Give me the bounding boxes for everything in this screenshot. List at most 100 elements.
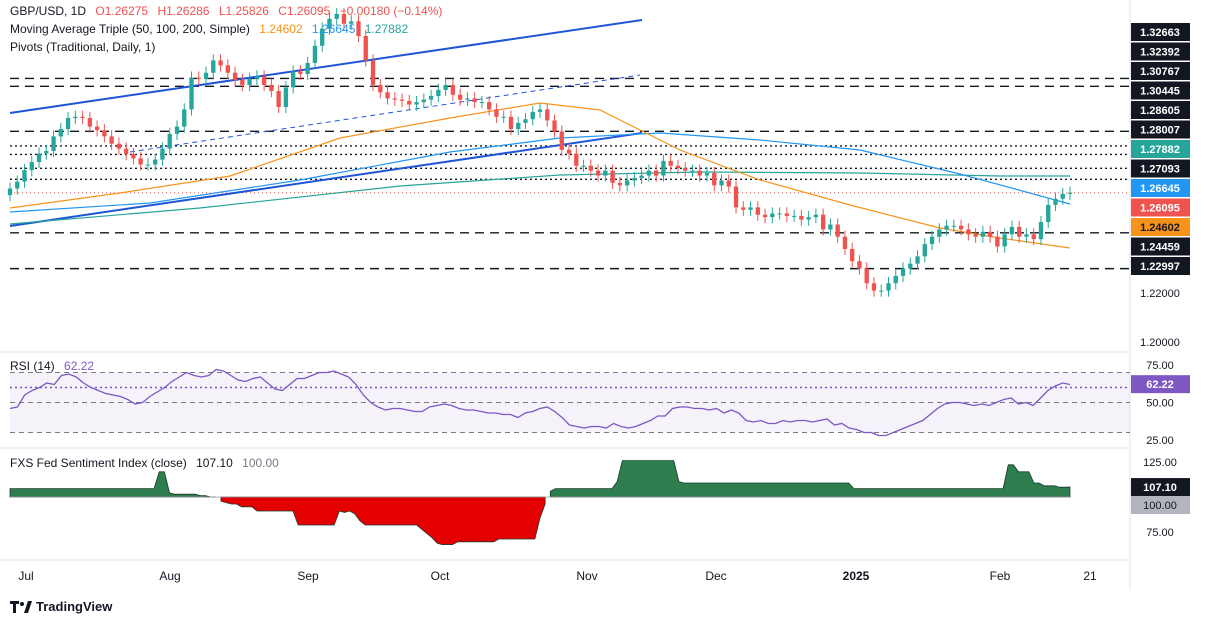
candle-body (44, 151, 49, 154)
candle-body (639, 175, 644, 178)
time-tick-label: 21 (1083, 569, 1097, 583)
fed-value-bg (1131, 478, 1190, 497)
candle-body (334, 13, 339, 19)
ma-legend[interactable]: Moving Average Triple (50, 100, 200, Sim… (10, 22, 414, 36)
fed-tick-label: 125.00 (1143, 457, 1177, 469)
candle-body (610, 170, 615, 183)
tradingview-logo-icon (10, 600, 32, 613)
candle-body (944, 225, 949, 230)
candle-body (791, 215, 797, 217)
price-pane[interactable] (7, 7, 1130, 297)
candle-body (741, 207, 746, 210)
candle-body (668, 160, 673, 166)
candle-body (559, 131, 564, 150)
pivots-label[interactable]: Pivots (Traditional, Daily, 1) (10, 40, 156, 54)
candle-body (124, 148, 129, 154)
candle-body (1060, 193, 1065, 199)
candle-body (1067, 192, 1073, 194)
candle-body (516, 122, 521, 130)
price-tick-label: 1.20000 (1140, 337, 1180, 349)
rsi-pane[interactable] (9, 368, 1130, 437)
price-label-bg (1131, 101, 1190, 119)
candle-body (1031, 234, 1036, 240)
candle-body (654, 170, 659, 176)
ma50-value: 1.24602 (259, 22, 303, 36)
candle-body (276, 91, 281, 107)
candle-body (22, 170, 27, 182)
fed-base-bg (1131, 496, 1190, 514)
candle-body (646, 170, 652, 176)
fed-legend-base: 100.00 (242, 456, 279, 470)
candle-body (813, 214, 819, 218)
rsi-legend[interactable]: RSI (14) 62.22 (10, 359, 100, 373)
candle-body (886, 283, 891, 291)
candle-body (174, 126, 180, 134)
price-label: 1.22997 (1140, 261, 1180, 273)
sentiment-area-negative (220, 496, 546, 545)
price-label-bg (1131, 257, 1190, 275)
candle-body (697, 170, 702, 176)
candle-body (385, 92, 390, 99)
open-value: O1.26275 (95, 4, 149, 18)
candle-body (138, 158, 143, 165)
ma200-line (9, 171, 1070, 225)
price-label-bg (1131, 120, 1190, 139)
candle-body (566, 149, 572, 154)
fed-label[interactable]: FXS Fed Sentiment Index (close) (10, 456, 187, 470)
candle-body (36, 153, 42, 163)
price-label: 1.28605 (1140, 105, 1180, 117)
candle-body (211, 60, 216, 73)
ma-label[interactable]: Moving Average Triple (50, 100, 200, Sim… (10, 22, 250, 36)
candle-body (733, 186, 739, 208)
candle-body (719, 180, 724, 186)
price-label: 1.32663 (1140, 27, 1180, 39)
price-label: 1.27882 (1140, 144, 1180, 156)
candle-body (305, 62, 310, 74)
candle-body (196, 77, 201, 79)
price-label: 1.26645 (1140, 183, 1180, 195)
candle-body (850, 248, 855, 262)
candle-body (320, 28, 325, 46)
candle-body (908, 263, 913, 269)
rsi-tick-label: 50.00 (1146, 398, 1174, 410)
candle-body (261, 76, 267, 85)
candle-body (370, 60, 376, 85)
candle-body (421, 99, 426, 103)
fed-sentiment-pane[interactable] (9, 460, 1071, 545)
candle-body (341, 13, 347, 24)
symbol-legend[interactable]: GBP/USD, 1D O1.26275 H1.26286 L1.25826 C… (10, 4, 448, 18)
candle-body (399, 99, 405, 101)
price-label-bg (1131, 159, 1190, 178)
candle-body (552, 120, 557, 132)
fed-legend-value: 107.10 (196, 456, 233, 470)
candle-body (624, 180, 630, 186)
price-axis[interactable]: 1.32663 1.32392 1.30767 1.30445 1.28605 1.280… (1131, 23, 1190, 539)
candle-body (465, 98, 470, 100)
price-label: 1.30767 (1140, 66, 1180, 78)
symbol-label[interactable]: GBP/USD, 1D (10, 4, 87, 18)
fed-legend[interactable]: FXS Fed Sentiment Index (close) 107.10 1… (10, 456, 285, 470)
candle-body (675, 165, 681, 169)
candle-body (966, 229, 971, 235)
candle-body (283, 87, 289, 107)
candle-body (378, 84, 383, 93)
sentiment-area-positive (549, 460, 1071, 498)
price-label: 1.24459 (1140, 242, 1180, 254)
candle-body (109, 136, 114, 144)
candle-body (218, 60, 223, 66)
candle-body (73, 116, 78, 119)
candle-body (254, 76, 260, 79)
rsi-label[interactable]: RSI (14) (10, 359, 55, 373)
time-tick-label: Jul (18, 569, 33, 583)
time-axis[interactable]: Jul Aug Sep Oct Nov Dec 2025 Feb 21 (18, 569, 1097, 583)
price-label: 1.26095 (1140, 203, 1180, 215)
fed-value-label: 107.10 (1143, 482, 1177, 494)
time-tick-label: Nov (576, 569, 597, 583)
candle-body (871, 283, 877, 291)
time-tick-label: Dec (705, 569, 726, 583)
candle-body (428, 95, 434, 100)
tradingview-watermark[interactable]: TradingView (10, 599, 112, 614)
pivots-legend[interactable]: Pivots (Traditional, Daily, 1) (10, 40, 161, 54)
candle-body (973, 234, 978, 237)
